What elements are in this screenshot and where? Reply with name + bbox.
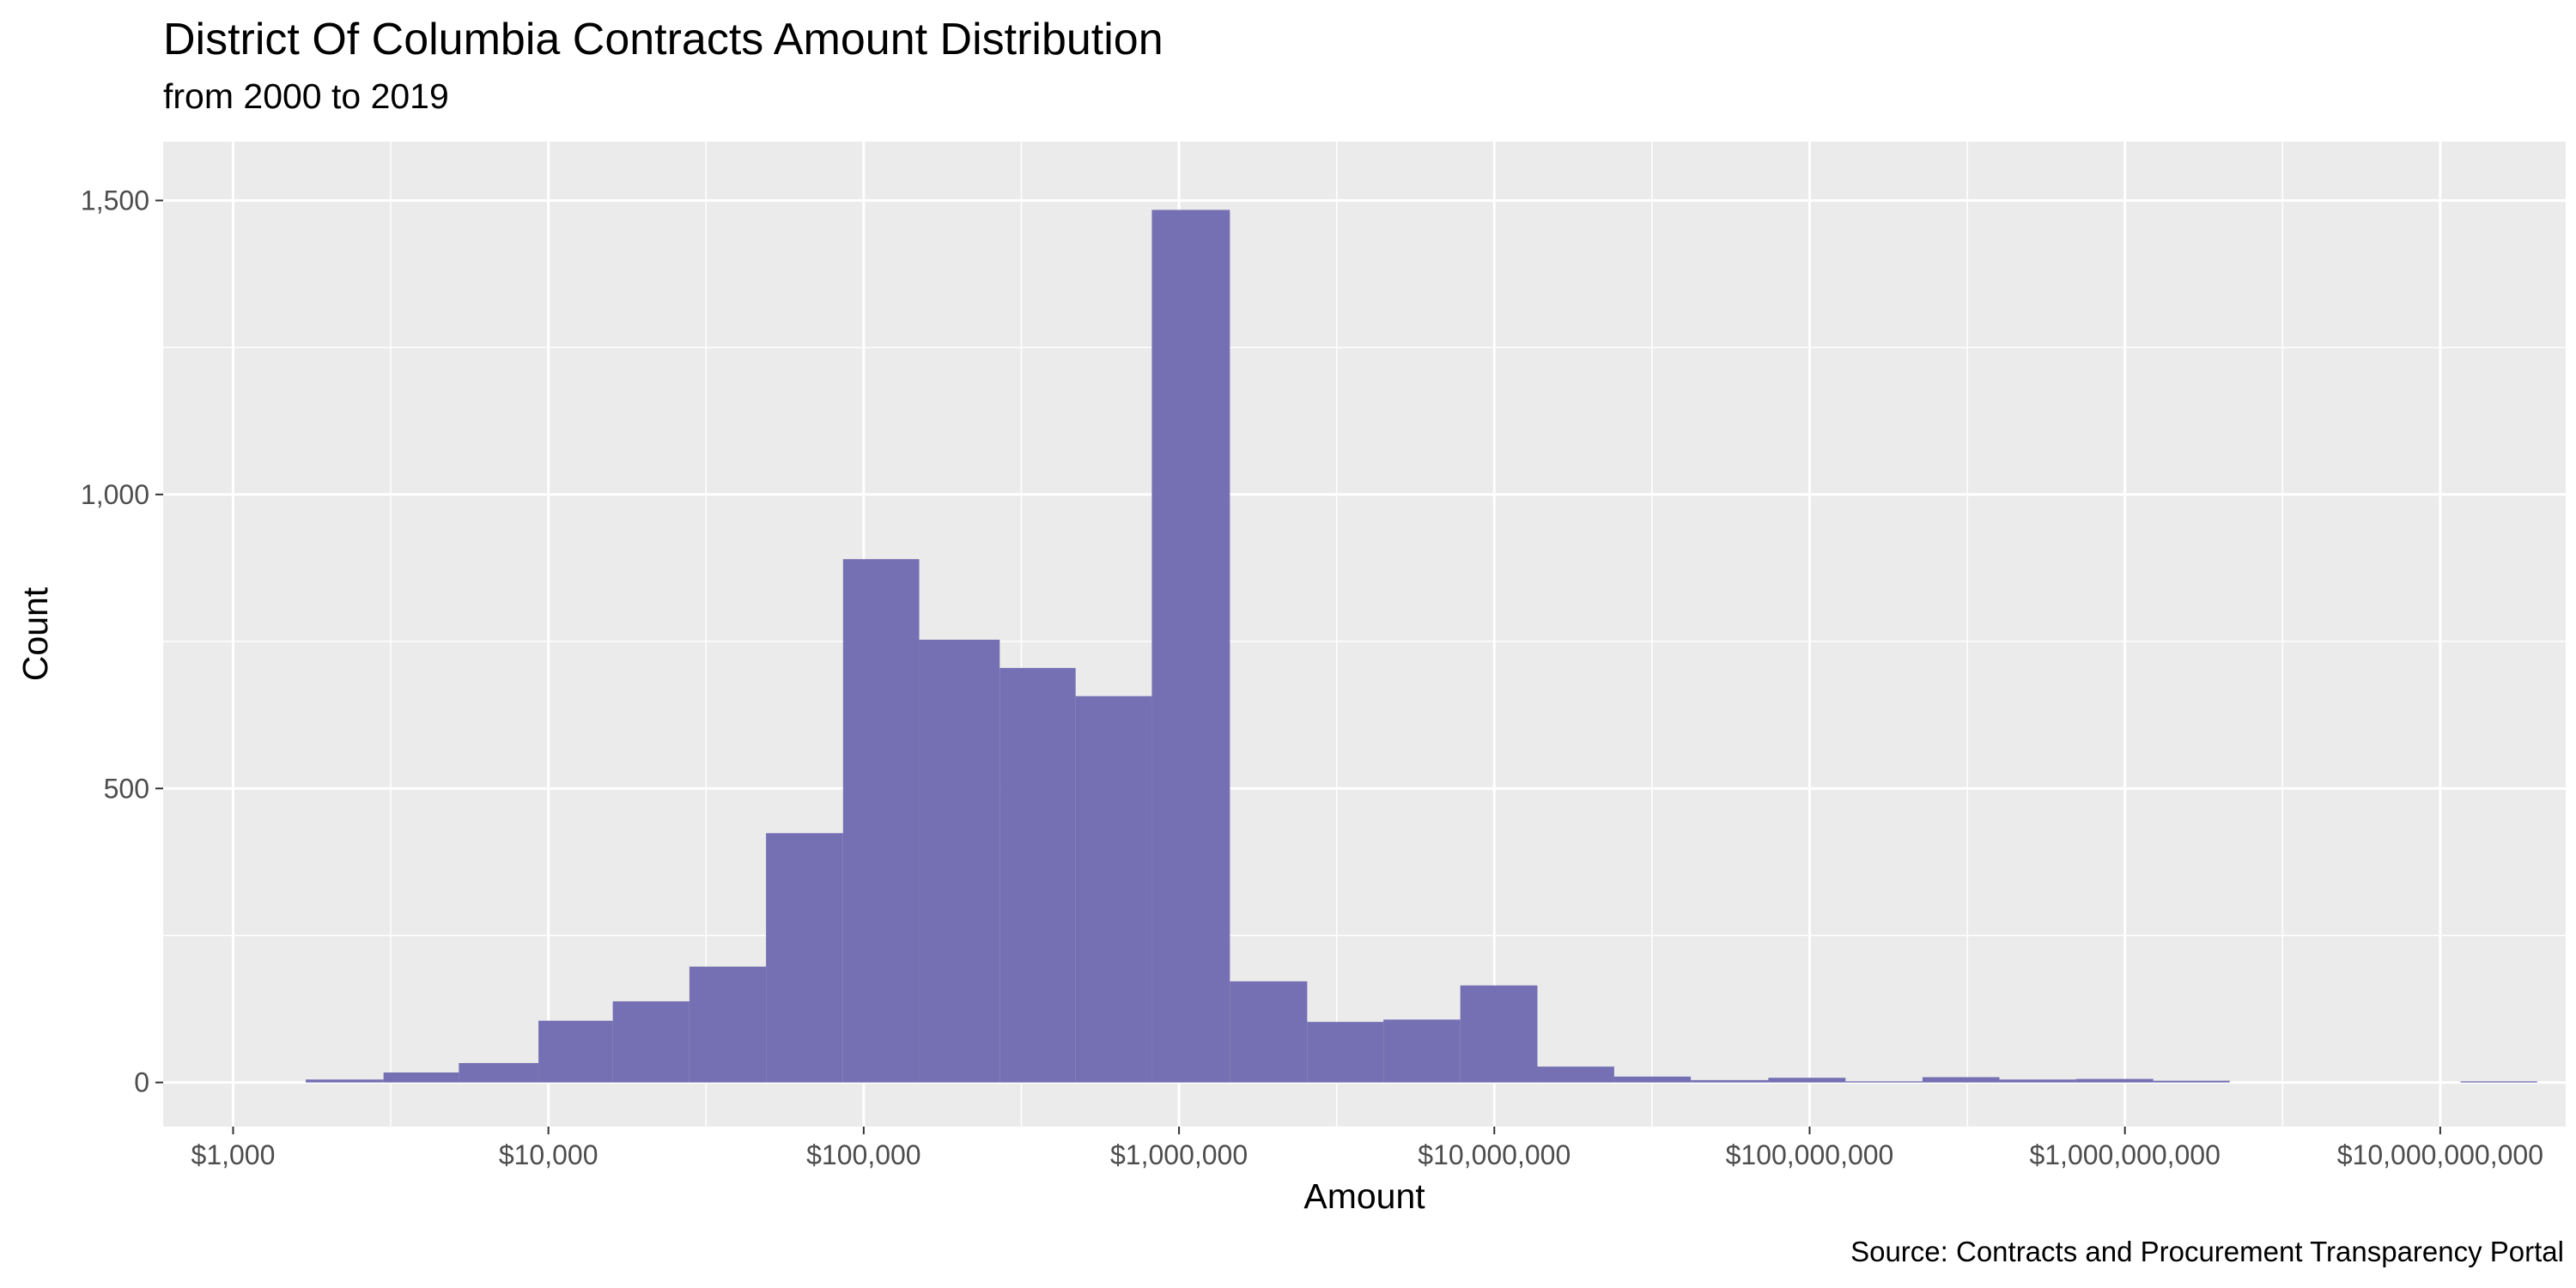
histogram-bar bbox=[1922, 1077, 2000, 1083]
histogram-bar bbox=[1613, 1076, 1692, 1083]
x-tick-label: $1,000,000 bbox=[1110, 1139, 1248, 1170]
y-axis-title: Count bbox=[15, 586, 55, 681]
minor-gridlines bbox=[163, 142, 2566, 1127]
chart-title: District Of Columbia Contracts Amount Di… bbox=[163, 15, 1163, 64]
histogram-bar bbox=[689, 966, 767, 1083]
histogram-bar bbox=[1151, 210, 1230, 1083]
axes: $1,000 $10,000 $100,000 $1,000,000 $10,000,0… bbox=[81, 185, 2543, 1170]
histogram-bar bbox=[1230, 981, 1308, 1083]
histogram-bar bbox=[1537, 1066, 1614, 1083]
histogram-bar bbox=[1075, 696, 1152, 1083]
x-tick-label: $10,000 bbox=[499, 1139, 598, 1170]
histogram-bar bbox=[919, 640, 1000, 1083]
histogram-bar bbox=[1460, 985, 1538, 1083]
x-tick-label: $10,000,000 bbox=[1418, 1139, 1571, 1170]
x-tick-label: $1,000 bbox=[191, 1139, 276, 1170]
histogram-bar bbox=[766, 833, 843, 1083]
histogram-bar bbox=[2075, 1078, 2154, 1083]
histogram-bar bbox=[1383, 1019, 1461, 1083]
histogram-bar bbox=[538, 1020, 613, 1083]
x-tick-label: $100,000 bbox=[806, 1139, 920, 1170]
histogram-bar bbox=[306, 1079, 384, 1083]
x-tick-label: $1,000,000,000 bbox=[2029, 1139, 2220, 1170]
histogram-bar bbox=[383, 1072, 459, 1083]
y-tick-label: 1,500 bbox=[81, 185, 149, 216]
histogram-bar bbox=[459, 1063, 539, 1083]
histogram-bar bbox=[1768, 1078, 1846, 1083]
y-tick-label: 0 bbox=[134, 1067, 149, 1098]
histogram-bar bbox=[1999, 1079, 2076, 1083]
chart-subtitle: from 2000 to 2019 bbox=[163, 76, 449, 116]
histogram-bar bbox=[842, 559, 920, 1083]
x-tick-label: $10,000,000,000 bbox=[2337, 1139, 2543, 1170]
histogram-bar bbox=[999, 667, 1076, 1083]
histogram-bar bbox=[2460, 1081, 2537, 1083]
plot-panel bbox=[163, 142, 2566, 1127]
histogram-bar bbox=[1691, 1079, 1769, 1083]
histogram-bar bbox=[2153, 1080, 2230, 1083]
y-tick-label: 1,000 bbox=[81, 479, 149, 510]
y-tick-label: 500 bbox=[104, 773, 149, 804]
chart-caption: Source: Contracts and Procurement Transp… bbox=[1850, 1236, 2564, 1267]
histogram-bar bbox=[1307, 1022, 1384, 1083]
histogram-bar bbox=[612, 1001, 690, 1083]
x-tick-label: $100,000,000 bbox=[1726, 1139, 1894, 1170]
histogram-bar bbox=[1845, 1081, 1923, 1083]
x-axis-title: Amount bbox=[1303, 1176, 1425, 1216]
histogram-bars bbox=[306, 210, 2537, 1083]
